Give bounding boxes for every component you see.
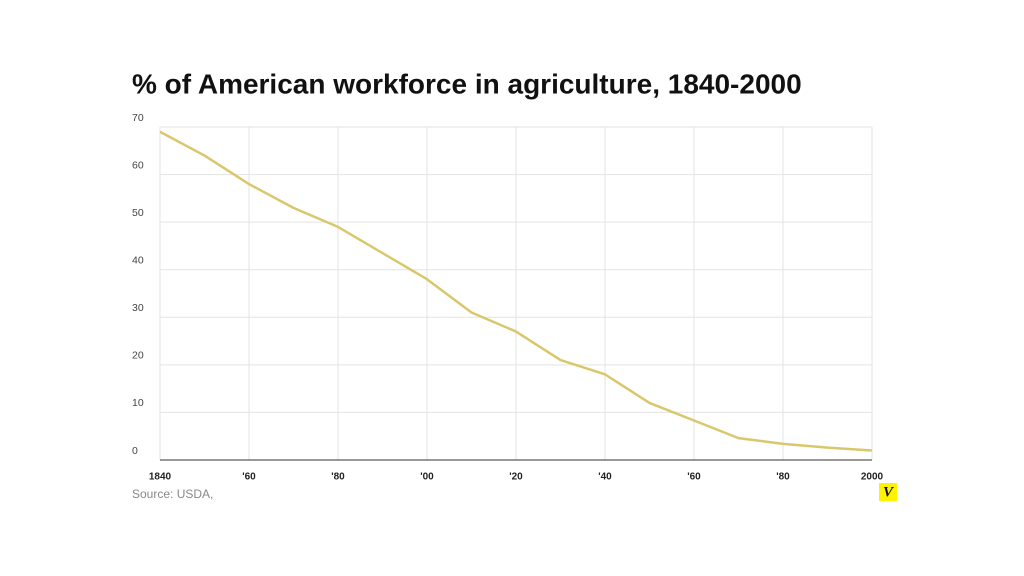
x-tick-label: '60 bbox=[242, 472, 256, 483]
source: Source: USDA, bbox=[132, 487, 213, 501]
y-tick-label: 0 bbox=[132, 445, 138, 457]
x-tick-label: '60 bbox=[687, 472, 701, 483]
y-tick-label: 50 bbox=[132, 207, 144, 219]
y-tick-label: 10 bbox=[132, 397, 144, 409]
line bbox=[159, 130, 873, 452]
y-tick-label: 20 bbox=[132, 350, 144, 362]
y-tick-label: 30 bbox=[132, 302, 144, 314]
y-tick-label: 70 bbox=[132, 112, 144, 124]
x-tick-label: 2000 bbox=[861, 472, 884, 483]
y-tick-label: 40 bbox=[132, 254, 144, 266]
x-tick-label: '80 bbox=[776, 472, 790, 483]
x-tick-label: '00 bbox=[420, 472, 434, 483]
x-tick-label: 1840 bbox=[149, 472, 172, 483]
x-tick-label: '80 bbox=[331, 472, 345, 483]
x-tick-label: '40 bbox=[598, 472, 612, 483]
chart-title: % of American workforce in agriculture, … bbox=[132, 68, 802, 99]
y-tick-label: 60 bbox=[132, 159, 144, 171]
logo: V bbox=[883, 484, 895, 500]
x-tick-label: '20 bbox=[509, 472, 523, 483]
logo-bg bbox=[879, 483, 897, 501]
